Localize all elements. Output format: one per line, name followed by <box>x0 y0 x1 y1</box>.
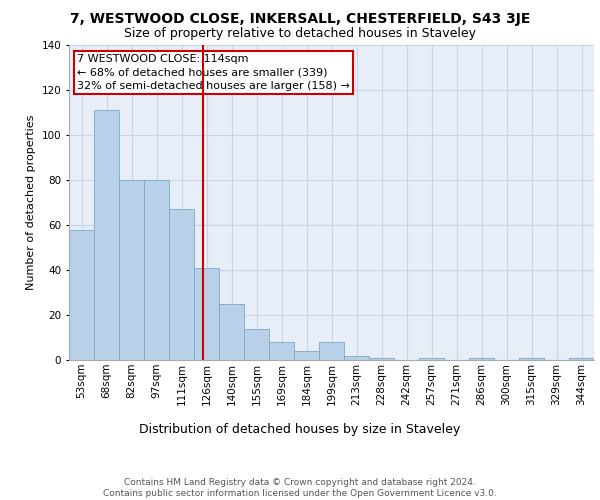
Bar <box>119 180 144 360</box>
Bar <box>319 342 344 360</box>
Bar <box>244 328 269 360</box>
Bar <box>144 180 169 360</box>
Text: 7, WESTWOOD CLOSE, INKERSALL, CHESTERFIELD, S43 3JE: 7, WESTWOOD CLOSE, INKERSALL, CHESTERFIE… <box>70 12 530 26</box>
Bar <box>269 342 294 360</box>
Bar <box>194 268 219 360</box>
Bar <box>94 110 119 360</box>
Text: Size of property relative to detached houses in Staveley: Size of property relative to detached ho… <box>124 28 476 40</box>
Bar <box>419 358 444 360</box>
Y-axis label: Number of detached properties: Number of detached properties <box>26 115 36 290</box>
Text: Distribution of detached houses by size in Staveley: Distribution of detached houses by size … <box>139 422 461 436</box>
Bar <box>69 230 94 360</box>
Text: Contains HM Land Registry data © Crown copyright and database right 2024.
Contai: Contains HM Land Registry data © Crown c… <box>103 478 497 498</box>
Bar <box>519 358 544 360</box>
Bar <box>569 358 594 360</box>
Bar <box>344 356 369 360</box>
Text: 7 WESTWOOD CLOSE: 114sqm
← 68% of detached houses are smaller (339)
32% of semi-: 7 WESTWOOD CLOSE: 114sqm ← 68% of detach… <box>77 54 350 91</box>
Bar <box>219 304 244 360</box>
Bar <box>294 351 319 360</box>
Bar <box>369 358 394 360</box>
Bar <box>469 358 494 360</box>
Bar <box>169 209 194 360</box>
